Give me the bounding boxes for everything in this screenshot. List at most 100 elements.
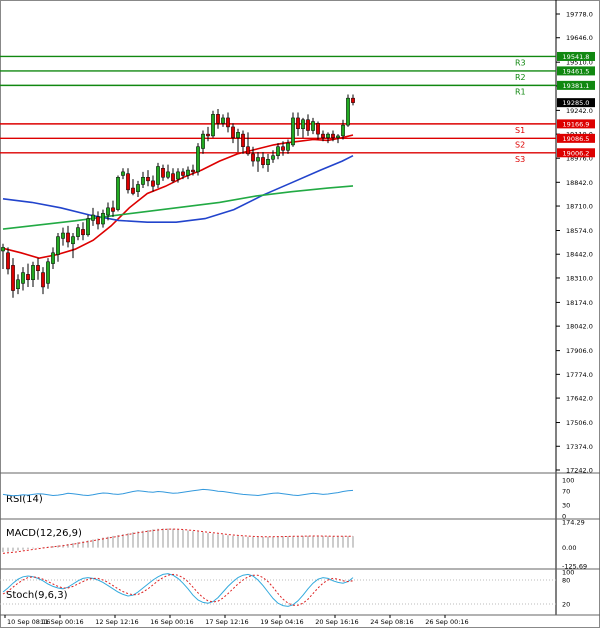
stoch-line: [2, 573, 354, 607]
candle-body: [236, 132, 240, 138]
candle-body: [31, 265, 35, 281]
rsi-title: RSI(14): [6, 494, 43, 505]
candle-body: [281, 146, 285, 151]
candle-body: [61, 232, 65, 239]
candle-body: [16, 279, 20, 290]
candle-body: [286, 142, 290, 151]
price-axis-label: 19646.0: [566, 34, 593, 42]
candle-body: [111, 207, 115, 212]
stoch-line: [2, 573, 354, 606]
candle-body: [191, 169, 195, 173]
candle-body: [216, 114, 220, 124]
stoch-axis-label: 20: [562, 601, 570, 609]
candle-body: [101, 212, 105, 225]
candle-body: [76, 227, 80, 237]
moving-average-line: [2, 154, 354, 223]
price-axis-label: 17906.0: [566, 347, 593, 355]
rsi-axis-label: 70: [562, 487, 570, 495]
level-price-box: [557, 148, 595, 158]
price-axis-label: 18042.0: [566, 323, 593, 331]
price-axis-label: 17642.0: [566, 395, 593, 403]
level-price-box: [557, 51, 595, 61]
candle-body: [256, 157, 260, 162]
price-axis-label: 19242.0: [566, 107, 593, 115]
moving-average-line: [2, 134, 354, 260]
level-price-label: 19086.5: [563, 135, 590, 143]
candle-body: [276, 146, 280, 156]
candle-body: [121, 171, 125, 176]
level-name-label: R2: [515, 73, 526, 82]
level-price-label: 19166.9: [563, 120, 590, 128]
time-axis-label: 24 Sep 08:16: [370, 618, 413, 626]
candle-body: [6, 252, 10, 270]
time-axis-label: 19 Sep 04:16: [260, 618, 303, 626]
moving-average-line: [2, 185, 354, 230]
candle-body: [261, 157, 265, 165]
candle-body: [136, 184, 140, 192]
candle-body: [81, 229, 85, 236]
level-price-label: 19541.8: [563, 53, 590, 61]
rsi-line: [2, 488, 354, 497]
candle-body: [266, 159, 270, 165]
candle-body: [176, 171, 180, 180]
stoch-title: Stoch(9,6,3): [6, 590, 68, 601]
candle-body: [46, 261, 50, 284]
candle-body: [66, 232, 70, 243]
candle-body: [141, 177, 145, 185]
candle-body: [341, 124, 345, 137]
macd-axis-label: -125.69: [562, 563, 587, 571]
candle-body: [201, 133, 205, 149]
candle-body: [211, 114, 215, 137]
candle-body: [91, 214, 95, 221]
candle-body: [311, 121, 315, 131]
candle-body: [56, 236, 60, 255]
macd-title: MACD(12,26,9): [6, 528, 82, 539]
price-axis-label: 18442.0: [566, 251, 593, 259]
candle-body: [36, 265, 40, 272]
candle-body: [226, 117, 230, 128]
stoch-axis-label: 80: [562, 577, 570, 585]
candle-body: [156, 166, 160, 185]
candle-body: [346, 97, 350, 126]
macd-axis-label: 0.00: [562, 544, 576, 552]
rsi-axis-label: 30: [562, 502, 570, 510]
candle-body: [301, 119, 305, 129]
candle-body: [51, 252, 55, 264]
current-price-box: [557, 98, 595, 108]
candle-body: [306, 119, 310, 131]
candle-body: [316, 123, 320, 135]
candle-body: [26, 274, 30, 281]
price-axis-label: 18174.0: [566, 299, 593, 307]
current-price-label: 19285.0: [563, 99, 590, 107]
level-price-label: 19381.1: [563, 82, 590, 90]
candle-body: [351, 97, 355, 103]
level-price-label: 19461.5: [563, 67, 590, 75]
candle-body: [291, 117, 295, 146]
candle-body: [336, 135, 340, 138]
level-price-label: 19006.2: [563, 149, 590, 157]
price-axis-label: 18574.0: [566, 227, 593, 235]
price-axis-label: 18842.0: [566, 179, 593, 187]
rsi-axis-label: 100: [562, 477, 574, 485]
price-axis-label: 18976.0: [566, 155, 593, 163]
level-name-label: S3: [515, 155, 525, 164]
level-price-box: [557, 66, 595, 76]
candle-body: [196, 146, 200, 173]
candle-body: [126, 173, 130, 191]
candle-body: [186, 169, 190, 176]
macd-signal-line: [2, 528, 353, 554]
candle-body: [206, 133, 210, 137]
candle-body: [1, 247, 5, 252]
price-axis-label: 17242.0: [566, 467, 593, 475]
time-axis-label: 12 Sep 12:16: [95, 618, 138, 626]
candle-body: [86, 218, 90, 236]
candle-body: [166, 171, 170, 178]
candle-body: [241, 133, 245, 147]
price-axis-label: 18710.0: [566, 203, 593, 211]
candle-body: [326, 133, 330, 138]
candle-body: [271, 155, 275, 160]
rsi-axis-label: 0: [562, 513, 566, 521]
candle-body: [231, 126, 235, 138]
stoch-axis-label: 100: [562, 569, 574, 577]
